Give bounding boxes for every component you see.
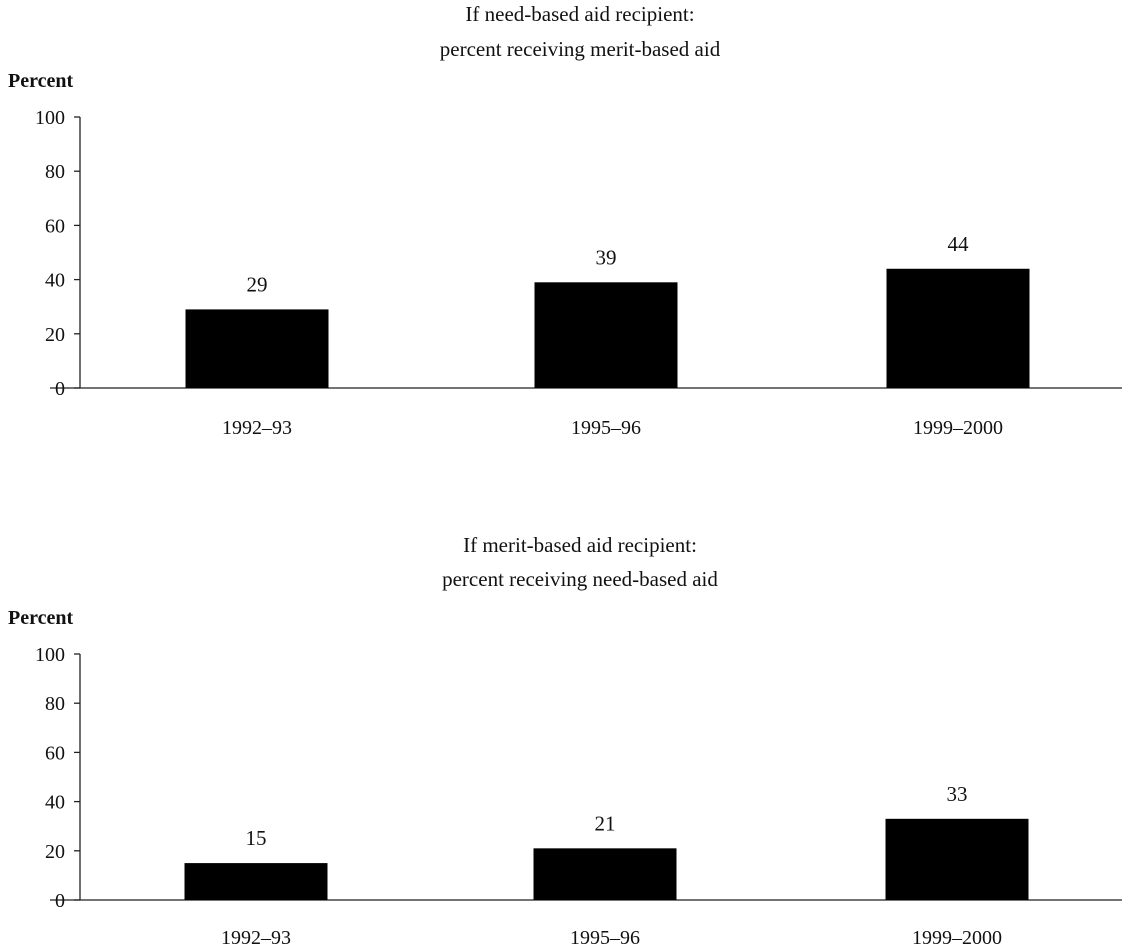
data-label: 29	[247, 272, 268, 296]
y-tick-label: 20	[45, 324, 65, 346]
chart-panel-1: If need-based aid recipient: percent rece…	[8, 2, 1122, 439]
chart-subtitle: percent receiving need-based aid	[442, 567, 718, 591]
bar	[886, 268, 1030, 388]
x-tick-label: 1999–2000	[913, 417, 1003, 439]
bar	[885, 818, 1029, 900]
bar	[533, 848, 677, 900]
x-tick-label: 1992–93	[221, 927, 291, 948]
y-tick-label: 0	[55, 890, 65, 912]
data-label: 33	[947, 782, 968, 806]
y-tick-label: 60	[45, 215, 65, 237]
chart-title: If need-based aid recipient:	[465, 2, 694, 26]
data-label: 44	[948, 232, 970, 256]
chart-title: If merit-based aid recipient:	[463, 533, 697, 557]
y-axis-label: Percent	[8, 70, 73, 92]
data-label: 21	[595, 811, 616, 835]
x-tick-label: 1992–93	[222, 417, 292, 439]
y-tick-label: 20	[45, 841, 65, 863]
y-axis-label: Percent	[8, 607, 73, 629]
chart-subtitle: percent receiving merit-based aid	[440, 37, 721, 61]
x-tick-label: 1999–2000	[912, 927, 1002, 948]
data-label: 39	[596, 245, 617, 269]
y-tick-label: 80	[45, 693, 65, 715]
y-tick-label: 100	[35, 644, 65, 666]
bar	[184, 863, 328, 900]
chart-panel-2: If merit-based aid recipient: percent rec…	[8, 533, 1122, 948]
data-label: 15	[246, 826, 267, 850]
y-tick-label: 80	[45, 161, 65, 183]
bar	[534, 282, 678, 388]
y-tick-label: 60	[45, 742, 65, 764]
y-tick-label: 100	[35, 107, 65, 129]
bar	[185, 309, 329, 388]
x-tick-label: 1995–96	[570, 927, 640, 948]
x-tick-label: 1995–96	[571, 417, 641, 439]
y-tick-label: 40	[45, 792, 65, 814]
y-tick-label: 40	[45, 270, 65, 292]
y-tick-label: 0	[55, 378, 65, 400]
